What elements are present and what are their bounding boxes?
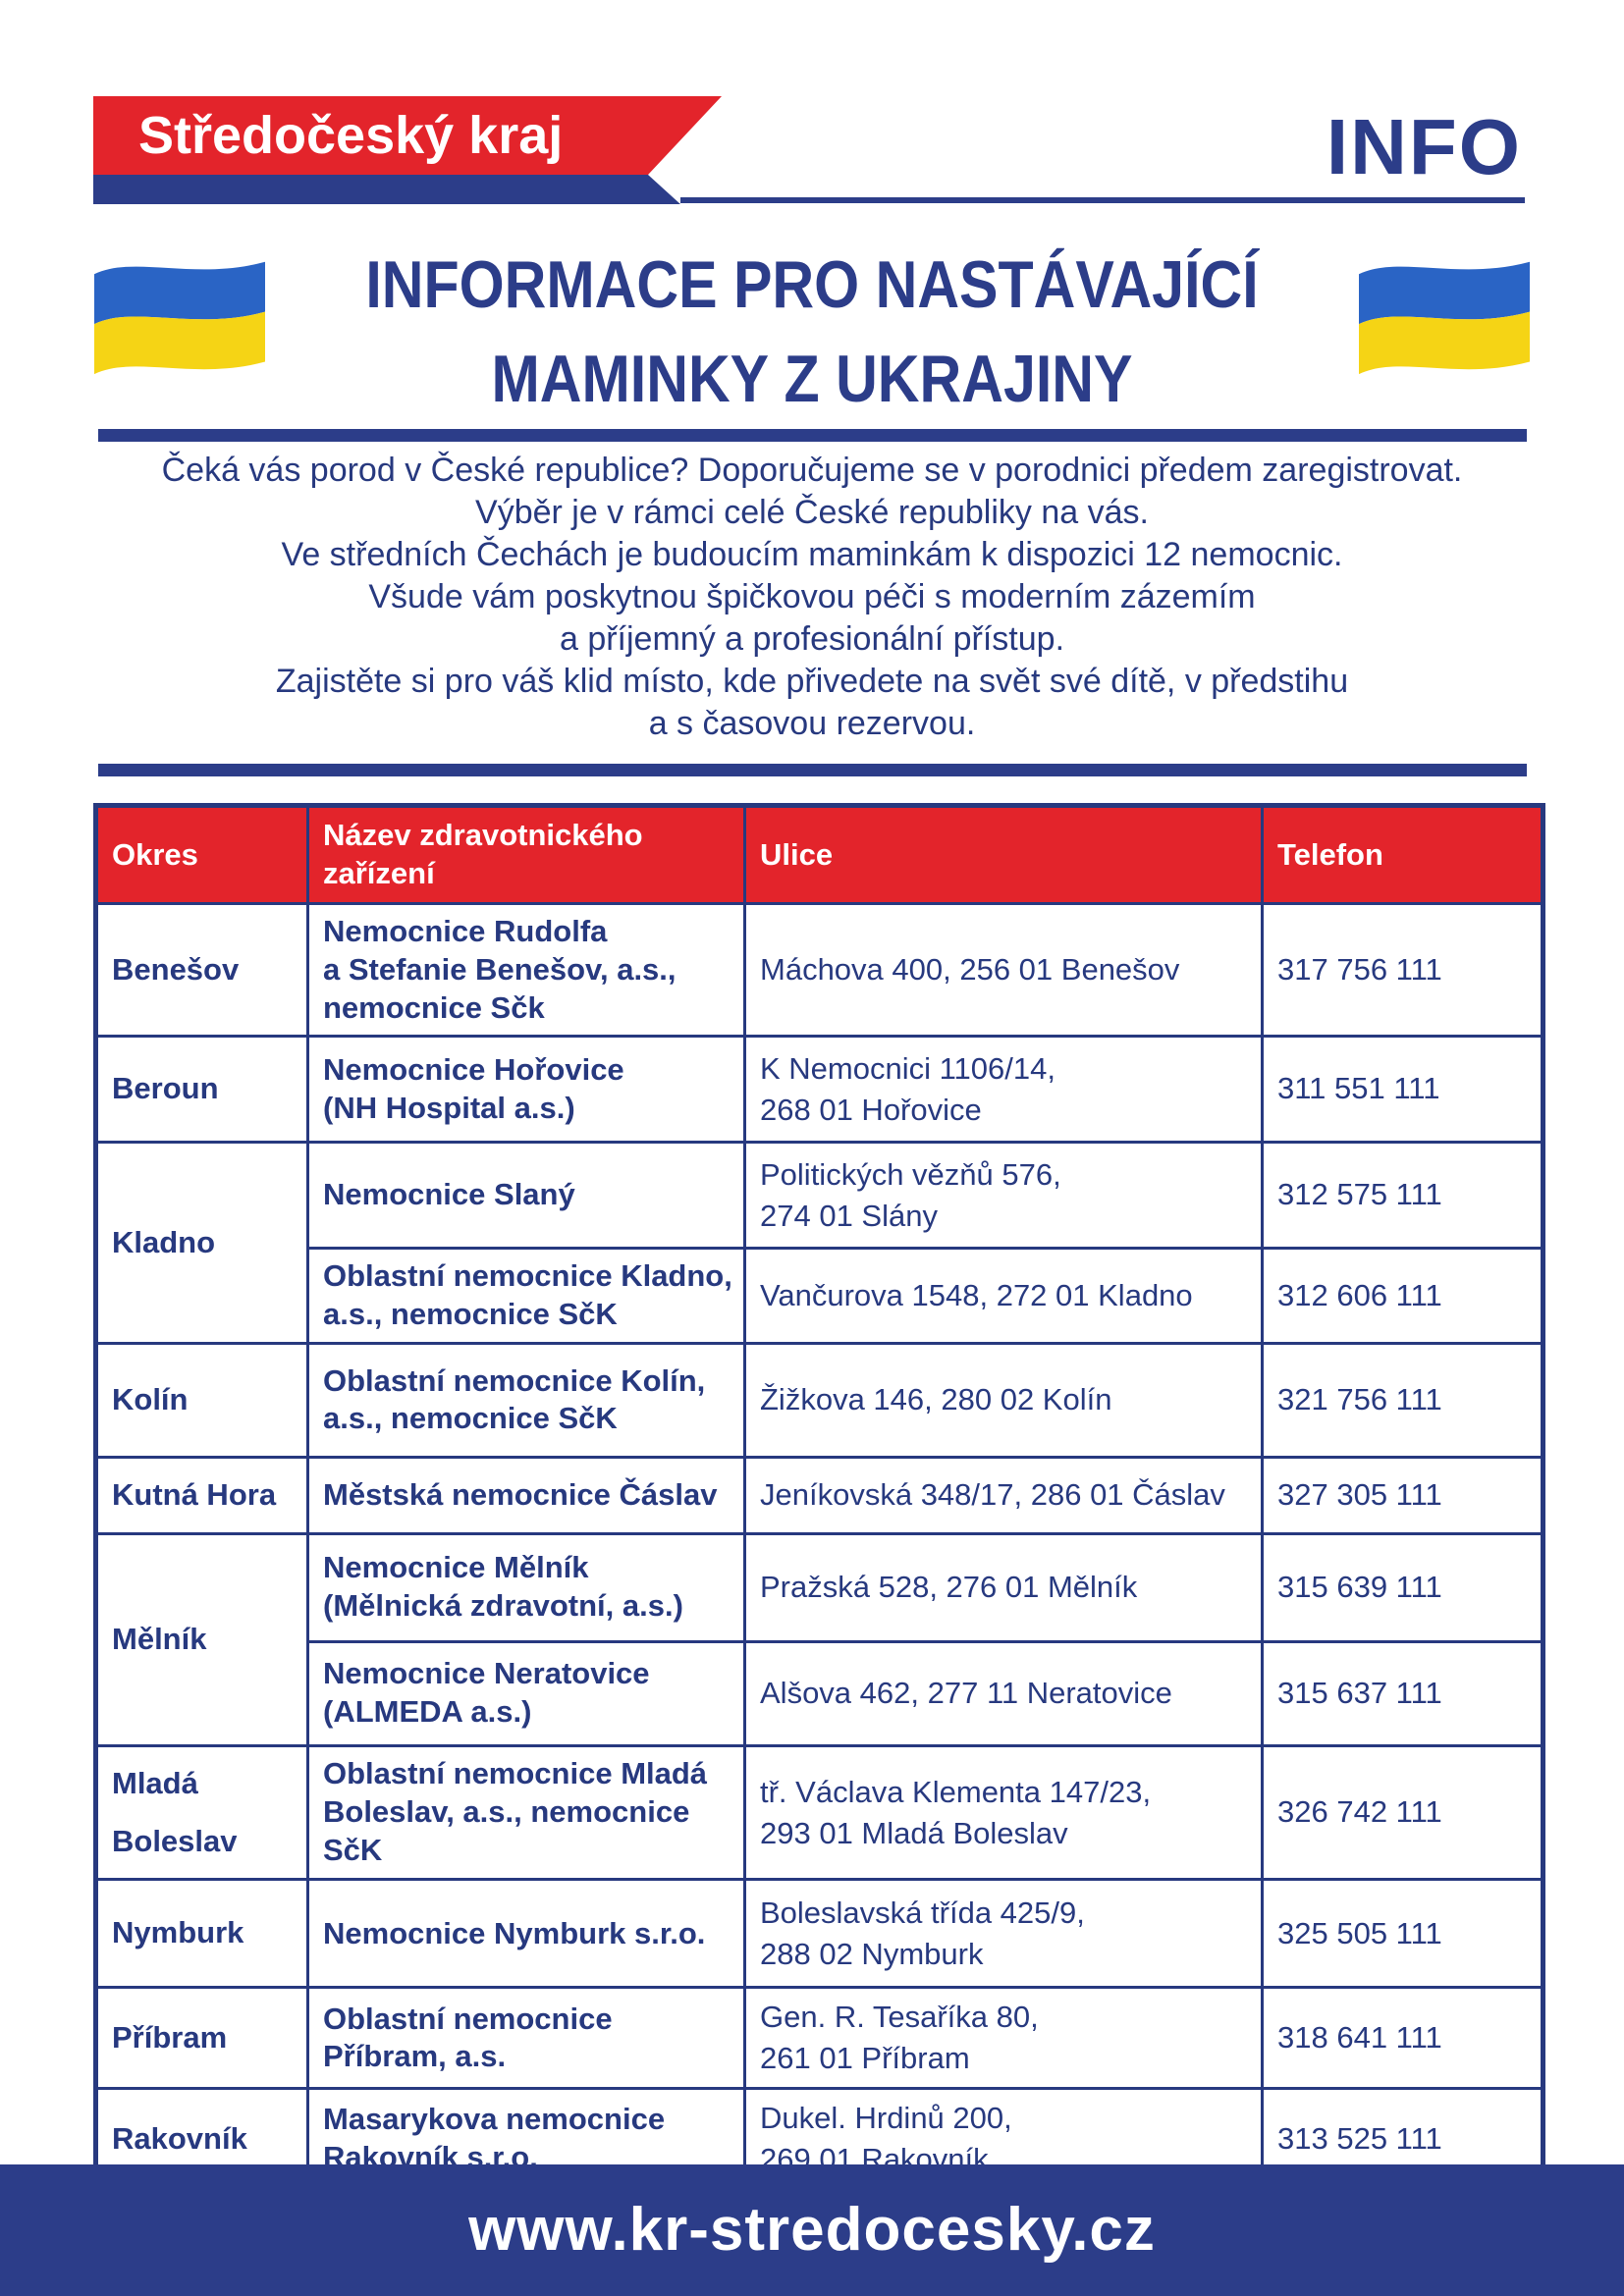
phone-cell: 317 756 111 [1261,901,1544,1039]
region-banner-underline [93,175,680,204]
intro-line: Čeká vás porod v České republice? Doporu… [161,452,1463,489]
table-row: Nymburk Nemocnice Nymburk s.r.o. Bolesla… [94,1878,1544,1990]
region-banner: Středočeský kraj [93,96,722,175]
table-row: Kolín Oblastní nemocnice Kolín, a.s., ne… [94,1341,1544,1459]
page-title-line1: INFORMACE PRO NASTÁVAJÍCÍ [365,247,1259,322]
hospital-name-cell: Oblastní nemocnice Příbram, a.s. [306,1986,746,2091]
address-cell: Jeníkovská 348/17, 286 01 Čáslav [743,1455,1264,1535]
column-header-telefon: Telefon [1261,804,1544,905]
okres-cell: Příbram [94,1986,309,2091]
address-cell: Gen. R. Tesaříka 80, 261 01 Příbram [743,1986,1264,2091]
table-row: Příbram Oblastní nemocnice Příbram, a.s.… [94,1986,1544,2091]
hospital-name-cell: Oblastní nemocnice Mladá Boleslav, a.s.,… [306,1743,746,1882]
okres-cell: Mělník [94,1531,309,1747]
address-cell: Alšova 462, 277 11 Neratovice [743,1639,1264,1747]
okres-cell: Kutná Hora [94,1455,309,1535]
address-cell: Boleslavská třída 425/9, 288 02 Nymburk [743,1878,1264,1990]
table-row: Benešov Nemocnice Rudolfa a Stefanie Ben… [94,901,1544,1039]
intro-line: Všude vám poskytnou špičkovou péči s mod… [368,578,1256,615]
address-cell: Žižkova 146, 280 02 Kolín [743,1341,1264,1459]
hospital-name-cell: Nemocnice Hořovice (NH Hospital a.s.) [306,1035,746,1145]
okres-cell: Nymburk [94,1878,309,1990]
hospital-name-cell: Nemocnice Rudolfa a Stefanie Benešov, a.… [306,901,746,1039]
phone-cell: 312 575 111 [1261,1141,1544,1251]
column-header-ulice: Ulice [743,804,1264,905]
header-rule [680,197,1525,203]
hospital-name-cell: Oblastní nemocnice Kladno, a.s., nemocni… [306,1247,746,1345]
hospital-name-cell: Nemocnice Nymburk s.r.o. [306,1878,746,1990]
hospitals-table: Okres Název zdravotnického zařízení Ulic… [93,803,1545,2193]
phone-cell: 327 305 111 [1261,1455,1544,1535]
okres-cell: Kolín [94,1341,309,1459]
column-header-okres: Okres [94,804,309,905]
intro-text: Čeká vás porod v České republice? Doporu… [49,450,1575,745]
hospital-name-cell: Nemocnice Slaný [306,1141,746,1251]
intro-line: a příjemný a profesionální přístup. [559,620,1065,658]
region-banner-label: Středočeský kraj [138,106,564,165]
table-row: Oblastní nemocnice Kladno, a.s., nemocni… [96,1247,1544,1345]
table-row: Nemocnice Neratovice (ALMEDA a.s.) Alšov… [96,1639,1544,1747]
page-title-line2: MAMINKY Z UKRAJINY [491,342,1133,416]
footer-band: www.kr-stredocesky.cz [0,2164,1624,2296]
table-row: Kutná Hora Městská nemocnice Čáslav Jení… [94,1455,1544,1535]
ukraine-flag-icon [1359,261,1530,375]
footer-url: www.kr-stredocesky.cz [468,2196,1156,2264]
intro-line: Výběr je v rámci celé České republiky na… [475,494,1149,531]
hospital-name-cell: Městská nemocnice Čáslav [306,1455,746,1535]
address-cell: K Nemocnici 1106/14, 268 01 Hořovice [743,1035,1264,1145]
phone-cell: 321 756 111 [1261,1341,1544,1459]
intro-divider [98,764,1527,776]
table-header-row: Okres Název zdravotnického zařízení Ulic… [94,804,1544,905]
address-cell: Pražská 528, 276 01 Mělník [743,1531,1264,1643]
column-header-nazev: Název zdravotnického zařízení [306,804,746,905]
address-cell: Vančurova 1548, 272 01 Kladno [743,1247,1264,1345]
intro-line: Ve středních Čechách je budoucím maminká… [281,536,1343,573]
page-title: INFORMACE PRO NASTÁVAJÍCÍ MAMINKY Z UKRA… [106,238,1519,426]
address-cell: Politických vězňů 576, 274 01 Slány [743,1141,1264,1251]
phone-cell: 311 551 111 [1261,1035,1544,1145]
hospital-name-cell: Nemocnice Mělník (Mělnická zdravotní, a.… [306,1531,746,1643]
ukraine-flag-icon [94,261,265,375]
hospital-name-cell: Nemocnice Neratovice (ALMEDA a.s.) [306,1639,746,1747]
address-cell: Máchova 400, 256 01 Benešov [743,901,1264,1039]
table-row: Mělník Nemocnice Mělník (Mělnická zdravo… [94,1531,1544,1747]
title-divider [98,429,1527,442]
phone-cell: 315 637 111 [1261,1639,1544,1747]
intro-line: a s časovou rezervou. [648,705,976,742]
hospital-name-cell: Oblastní nemocnice Kolín, a.s., nemocnic… [306,1341,746,1459]
okres-cell: Kladno [94,1141,309,1345]
okres-cell: Benešov [94,901,309,1039]
okres-cell: Beroun [94,1035,309,1145]
phone-cell: 312 606 111 [1261,1247,1544,1345]
phone-cell: 315 639 111 [1261,1531,1544,1643]
table-row: Beroun Nemocnice Hořovice (NH Hospital a… [94,1035,1544,1145]
phone-cell: 326 742 111 [1261,1743,1544,1882]
address-cell: tř. Václava Klementa 147/23, 293 01 Mlad… [743,1743,1264,1882]
phone-cell: 318 641 111 [1261,1986,1544,2091]
intro-line: Zajistěte si pro váš klid místo, kde při… [275,663,1349,700]
table-row: Mladá Boleslav Oblastní nemocnice Mladá … [94,1743,1544,1882]
phone-cell: 325 505 111 [1261,1878,1544,1990]
okres-cell: Mladá Boleslav [94,1743,309,1882]
info-label: INFO [1326,103,1522,190]
table-row: Kladno Nemocnice Slaný Politických vězňů… [94,1141,1544,1345]
